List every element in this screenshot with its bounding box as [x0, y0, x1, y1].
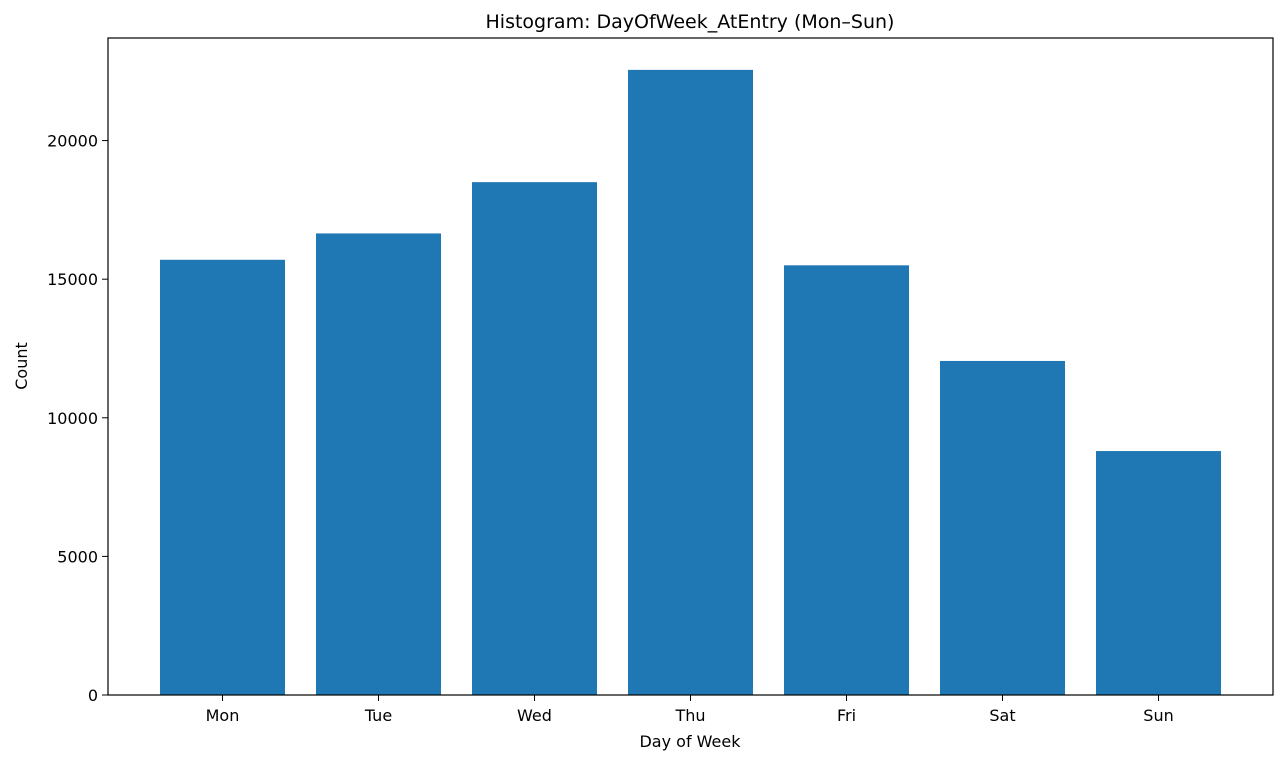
- x-tick-label: Thu: [674, 706, 705, 725]
- bar-sun: [1096, 451, 1221, 695]
- y-axis-ticks: 0 5000 10000 15000 20000: [47, 132, 108, 705]
- x-tick-label: Tue: [364, 706, 392, 725]
- y-tick-label: 20000: [47, 132, 98, 151]
- bar-fri: [784, 265, 909, 695]
- y-axis-label: Count: [12, 342, 31, 390]
- bar-sat: [940, 360, 1065, 695]
- x-tick-label: Mon: [206, 706, 240, 725]
- y-tick-label: 0: [88, 686, 98, 705]
- x-tick-label: Sat: [989, 706, 1015, 725]
- y-tick-label: 10000: [47, 409, 98, 428]
- x-tick-label: Fri: [837, 706, 856, 725]
- bar-tue: [316, 233, 441, 695]
- bar-thu: [628, 69, 753, 695]
- bar-mon: [160, 259, 285, 695]
- bar-wed: [472, 182, 597, 695]
- x-axis-label: Day of Week: [639, 732, 741, 751]
- x-axis-ticks: Mon Tue Wed Thu Fri Sat Sun: [206, 695, 1174, 725]
- x-tick-label: Sun: [1143, 706, 1173, 725]
- plot-area-frame: [107, 37, 1274, 696]
- x-tick-label: Wed: [517, 706, 552, 725]
- y-tick-label: 5000: [57, 547, 98, 566]
- y-tick-label: 15000: [47, 270, 98, 289]
- chart-title: Histogram: DayOfWeek_AtEntry (Mon–Sun): [486, 11, 895, 33]
- bars-group: [160, 69, 1221, 695]
